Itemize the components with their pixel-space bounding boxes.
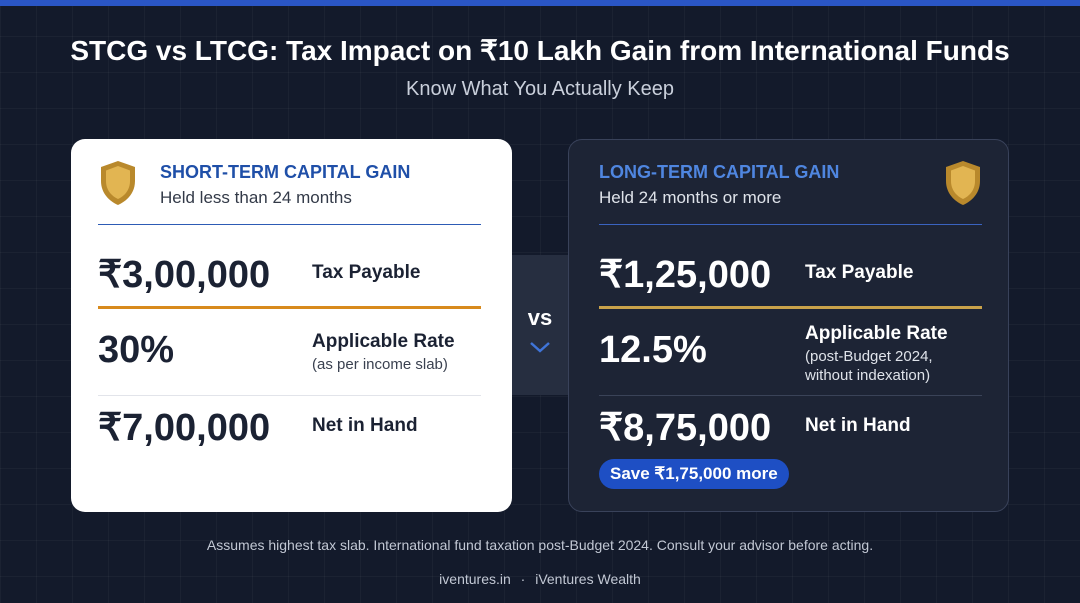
card-heading: SHORT-TERM CAPITAL GAIN xyxy=(160,162,411,182)
row-label: Applicable Rate xyxy=(805,323,948,344)
row-label: Applicable Rate xyxy=(312,331,455,352)
connector xyxy=(512,255,568,395)
footnote: Assumes highest tax slab. International … xyxy=(206,537,874,553)
amount: ₹8,75,000 xyxy=(599,407,772,449)
savings-badge: Save ₹1,75,000 more xyxy=(599,459,789,489)
row-note: (post-Budget 2024, without indexation) xyxy=(805,348,933,384)
divider xyxy=(599,395,982,396)
row-label: Net in Hand xyxy=(805,415,911,436)
stcg-card xyxy=(71,139,512,512)
chevron xyxy=(530,342,550,353)
shield-icon xyxy=(101,161,135,205)
row-note: (as per income slab) xyxy=(312,356,448,373)
site: iventures.in xyxy=(439,571,511,587)
separator: · xyxy=(520,571,526,587)
versus: vs xyxy=(527,305,553,330)
divider xyxy=(98,224,481,225)
card-subheading: Held 24 months or more xyxy=(599,188,782,207)
card-subheading: Held less than 24 months xyxy=(160,188,352,207)
amount: 12.5% xyxy=(599,329,707,371)
brand: iVentures Wealth xyxy=(535,571,641,587)
amount: 30% xyxy=(98,329,175,371)
divider xyxy=(599,224,982,225)
footer-credit: iventures.in · iVentures Wealth xyxy=(0,571,1080,587)
amount: ₹3,00,000 xyxy=(98,254,271,296)
ltcg-card xyxy=(568,139,1009,512)
amount: ₹1,25,000 xyxy=(599,254,772,296)
subtitle: Know What You Actually Keep xyxy=(406,78,674,100)
row-label: Tax Payable xyxy=(805,262,914,283)
divider xyxy=(599,306,982,309)
shield-icon xyxy=(946,161,980,205)
divider xyxy=(98,306,481,309)
row-label: Net in Hand xyxy=(312,415,418,436)
top-bar xyxy=(0,0,1080,6)
divider xyxy=(98,395,481,396)
row-label: Tax Payable xyxy=(312,262,421,283)
card-heading: LONG-TERM CAPITAL GAIN xyxy=(599,162,840,182)
title: STCG vs LTCG: Tax Impact on ₹10 Lakh Gai… xyxy=(70,35,1010,66)
amount: ₹7,00,000 xyxy=(98,407,271,449)
